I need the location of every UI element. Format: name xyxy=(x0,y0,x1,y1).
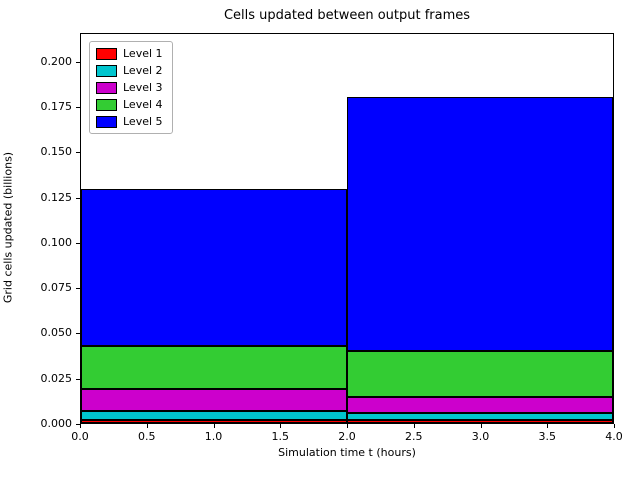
legend-entry: Level 2 xyxy=(96,64,163,77)
y-tick-mark xyxy=(76,152,80,154)
bar-segment xyxy=(81,420,347,423)
x-tick-label: 4.0 xyxy=(605,430,623,443)
legend-entry: Level 4 xyxy=(96,98,163,111)
y-tick-mark xyxy=(76,197,80,199)
legend-entry: Level 3 xyxy=(96,81,163,94)
legend-label: Level 5 xyxy=(123,115,163,128)
x-tick-label: 0.5 xyxy=(138,430,156,443)
chart-title: Cells updated between output frames xyxy=(223,8,471,23)
bar-segment xyxy=(347,396,613,414)
x-tick-label: 1.0 xyxy=(204,430,223,443)
legend-swatch xyxy=(96,81,117,94)
y-tick-mark xyxy=(76,107,80,109)
y-tick-label: 0.175 xyxy=(40,100,73,114)
legend: Level 1 Level 2 Level 3 Level 4 Level 5 xyxy=(89,41,173,134)
bar-segment xyxy=(347,413,613,421)
x-tick-mark xyxy=(280,424,282,428)
x-axis-label: Simulation time t (hours) xyxy=(278,446,416,459)
legend-label: Level 2 xyxy=(123,64,163,77)
x-tick-mark xyxy=(413,424,415,428)
x-tick-mark xyxy=(547,424,549,428)
bar-segment xyxy=(347,350,613,397)
legend-swatch xyxy=(96,115,117,128)
y-tick-mark xyxy=(76,61,80,63)
legend-swatch xyxy=(96,64,117,77)
legend-swatch xyxy=(96,98,117,111)
stacked-bars xyxy=(81,34,613,423)
legend-entry: Level 5 xyxy=(96,115,163,128)
x-tick-label: 0.0 xyxy=(71,430,89,443)
y-tick-mark xyxy=(76,288,80,290)
y-tick-label: 0.125 xyxy=(40,190,73,204)
bar-segment xyxy=(81,188,347,347)
y-tick-label: 0.150 xyxy=(40,145,73,159)
x-tick-mark xyxy=(347,424,348,428)
y-tick-label: 0.075 xyxy=(40,281,73,295)
bar-segment xyxy=(347,97,613,351)
y-tick-label: 0.200 xyxy=(40,54,73,68)
legend-label: Level 1 xyxy=(123,47,163,60)
x-tick-mark xyxy=(614,424,615,428)
legend-label: Level 4 xyxy=(123,98,163,111)
y-tick-label: 0.000 xyxy=(40,417,73,430)
bar-segment xyxy=(81,388,347,412)
x-tick-mark xyxy=(480,424,482,428)
x-tick-label: 3.5 xyxy=(538,430,557,443)
y-tick-mark xyxy=(76,242,80,244)
plot-area: Level 1 Level 2 Level 3 Level 4 Level 5 xyxy=(80,33,614,424)
x-tick-mark xyxy=(146,424,148,428)
x-tick-label: 2.0 xyxy=(338,430,356,443)
legend-entry: Level 1 xyxy=(96,47,163,60)
bar-segment xyxy=(347,420,613,423)
y-tick-label: 0.025 xyxy=(40,371,73,385)
x-tick-label: 2.5 xyxy=(405,430,423,443)
x-tick-label: 1.5 xyxy=(271,430,290,443)
x-tick-label: 3.0 xyxy=(471,430,490,443)
x-tick-mark xyxy=(213,424,215,428)
bar-segment xyxy=(81,411,347,421)
y-tick-mark xyxy=(76,378,80,380)
legend-label: Level 3 xyxy=(123,81,163,94)
bar-segment xyxy=(81,346,347,389)
y-tick-label: 0.100 xyxy=(40,235,73,249)
y-tick-label: 0.050 xyxy=(40,326,73,340)
legend-swatch xyxy=(96,47,117,60)
y-tick-mark xyxy=(76,333,80,335)
y-tick-mark xyxy=(76,424,80,425)
x-tick-mark xyxy=(80,424,81,428)
